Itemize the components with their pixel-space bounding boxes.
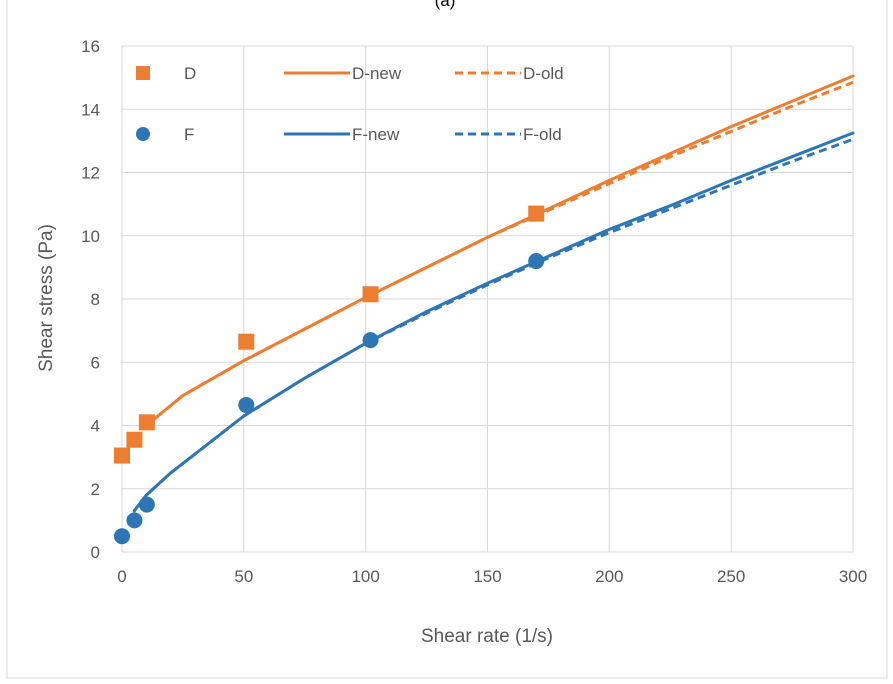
legend-marker-d [136,66,150,80]
x-tick-label: 150 [473,567,501,586]
legend-label-f-new: F-new [352,125,400,144]
legend-label-d-new: D-new [352,64,402,83]
y-tick-labels: 0 2 4 6 8 10 12 14 16 [81,37,100,562]
y-tick-label: 14 [81,100,100,119]
marker-f [126,512,143,529]
y-tick-label: 12 [81,164,100,183]
y-tick-label: 16 [81,37,100,56]
chart-title: (a) [435,0,456,10]
series-line-f-old [133,137,854,512]
series-markers [114,205,545,545]
legend-marker-f [136,127,150,141]
legend: D D-new D-old F F-new F-old [136,64,564,144]
chart-frame [6,0,888,679]
x-tick-label: 50 [234,567,253,586]
y-tick-label: 10 [81,227,100,246]
x-tick-label: 250 [717,567,745,586]
marker-d [126,431,143,448]
y-tick-label: 0 [91,543,100,562]
y-axis-label: Shear stress (Pa) [36,224,57,372]
legend-label-d: D [184,64,196,83]
marker-d [138,414,155,431]
marker-f [114,528,130,545]
x-tick-label: 100 [351,567,379,586]
marker-f [528,253,545,270]
marker-d [114,447,130,464]
x-tick-label: 0 [117,567,126,586]
x-tick-label: 200 [595,567,623,586]
x-axis-label: Shear rate (1/s) [421,626,553,647]
x-tick-labels: 0 50 100 150 200 250 300 [117,567,867,586]
y-tick-label: 2 [91,480,100,499]
marker-f [362,332,379,349]
marker-f [138,496,155,513]
y-tick-label: 4 [91,417,100,436]
y-tick-label: 6 [91,353,100,372]
legend-label-f-old: F-old [523,125,562,144]
marker-f [238,396,255,413]
legend-label-d-old: D-old [523,64,564,83]
x-tick-label: 300 [839,567,867,586]
series-line-d-old [145,81,854,427]
y-tick-label: 8 [91,290,100,309]
series-lines [132,74,855,513]
marker-d [238,333,255,350]
marker-d [362,286,379,303]
legend-label-f: F [184,125,194,144]
marker-d [528,205,545,222]
